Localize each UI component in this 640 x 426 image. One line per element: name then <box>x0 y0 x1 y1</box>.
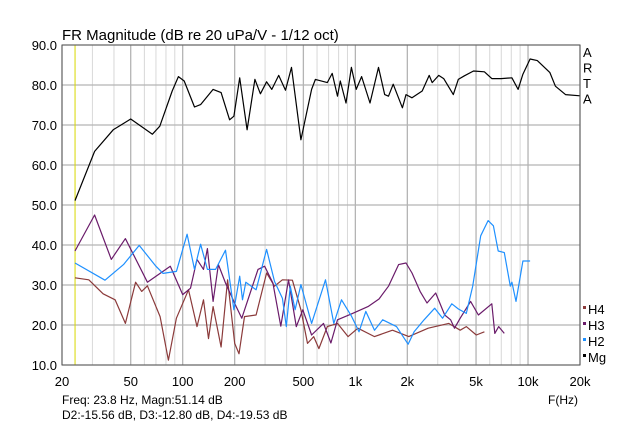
x-tick-label: 10k <box>518 374 539 389</box>
y-tick-label: 30.0 <box>32 278 57 293</box>
y-tick-label: 60.0 <box>32 158 57 173</box>
legend-label-h2: H2 <box>588 334 605 349</box>
x-tick-label: 50 <box>123 374 137 389</box>
x-tick-label: 100 <box>172 374 194 389</box>
x-tick-label: 200 <box>224 374 246 389</box>
y-tick-label: 40.0 <box>32 238 57 253</box>
series-h3-line <box>74 214 505 344</box>
arta-letter: A <box>583 45 592 60</box>
y-tick-label: 90.0 <box>32 38 57 53</box>
legend-swatch-h4 <box>583 306 586 309</box>
x-axis-label: F(Hz) <box>548 393 578 407</box>
legend-label-mg: Mg <box>588 350 606 365</box>
y-tick-label: 50.0 <box>32 198 57 213</box>
legend-swatch-h3 <box>583 322 586 325</box>
x-tick-label: 20k <box>570 374 591 389</box>
x-tick-label: 20 <box>55 374 69 389</box>
arta-letter: R <box>583 61 592 76</box>
grid <box>61 44 581 366</box>
series-lines <box>74 58 581 361</box>
arta-letter: A <box>583 92 592 107</box>
y-tick-label: 10.0 <box>32 358 57 373</box>
y-tick-label: 20.0 <box>32 318 57 333</box>
y-axis-ticks: 10.0 20.0 30.0 40.0 50.0 60.0 70.0 80.0 90.0 <box>32 38 57 373</box>
legend-label-h4: H4 <box>588 302 605 317</box>
legend-label-h3: H3 <box>588 318 605 333</box>
y-tick-label: 70.0 <box>32 118 57 133</box>
legend-swatch-h2 <box>583 338 586 341</box>
y-tick-label: 80.0 <box>32 78 57 93</box>
cursor-readout-line1: Freq: 23.8 Hz, Magn:51.14 dB <box>62 393 223 407</box>
series-mg-line <box>74 58 581 201</box>
x-tick-label: 500 <box>293 374 315 389</box>
chart-title: FR Magnitude (dB re 20 uPa/V - 1/12 oct) <box>62 27 339 44</box>
x-tick-label: 2k <box>400 374 414 389</box>
x-axis-ticks: 20 50 100 200 500 1k 2k 5k 10k 20k <box>55 374 591 389</box>
x-tick-label: 5k <box>469 374 483 389</box>
arta-letter: T <box>583 76 591 91</box>
legend-swatch-mg <box>583 354 586 357</box>
series-h2-line <box>74 220 531 345</box>
cursor-readout-line2: D2:-15.56 dB, D3:-12.80 dB, D4:-19.53 dB <box>62 408 287 422</box>
plot-frame <box>61 44 581 366</box>
series-h4-line <box>74 272 485 361</box>
x-tick-label: 1k <box>348 374 362 389</box>
